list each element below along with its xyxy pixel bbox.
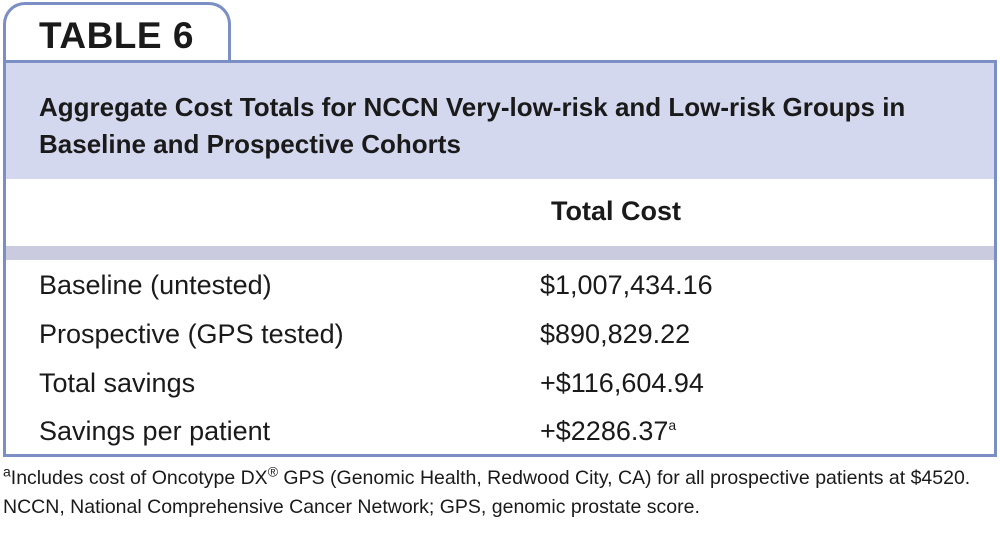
table-row: Savings per patient +$2286.37a	[6, 410, 994, 459]
table-label-tab: TABLE 6	[3, 2, 231, 64]
column-header-total-cost: Total Cost	[551, 196, 681, 226]
footnote-text: GPS (Genomic Health, Redwood City, CA) f…	[278, 467, 971, 489]
table-row: Baseline (untested) $1,007,434.16	[6, 264, 994, 313]
row-label: Baseline (untested)	[39, 270, 272, 300]
table-footnotes: aIncludes cost of Oncotype DX® GPS (Geno…	[3, 464, 997, 522]
table-frame: Aggregate Cost Totals for NCCN Very-low-…	[3, 60, 997, 457]
footnote-a: aIncludes cost of Oncotype DX® GPS (Geno…	[3, 464, 997, 493]
footnote-abbreviations: NCCN, National Comprehensive Cancer Netw…	[3, 496, 700, 518]
footnote-marker: a	[668, 417, 677, 433]
footnote-text: Includes cost of Oncotype DX	[10, 467, 268, 489]
table-label: TABLE 6	[39, 15, 194, 56]
table-row: Prospective (GPS tested) $890,829.22	[6, 313, 994, 362]
footnote-mark: a	[3, 463, 11, 480]
table-title-header: Aggregate Cost Totals for NCCN Very-low-…	[6, 63, 994, 179]
row-label: Total savings	[39, 368, 196, 398]
registered-mark: ®	[267, 463, 279, 480]
table-title: Aggregate Cost Totals for NCCN Very-low-…	[39, 92, 906, 159]
row-label: Prospective (GPS tested)	[39, 319, 344, 349]
row-value: $890,829.22	[540, 319, 691, 349]
row-value: +$116,604.94	[540, 368, 704, 398]
table-row: Total savings +$116,604.94	[6, 362, 994, 411]
row-value: +$2286.37a	[540, 416, 676, 447]
row-label: Savings per patient	[39, 416, 271, 446]
value-text: +$2286.37	[540, 416, 669, 446]
row-value: $1,007,434.16	[540, 270, 713, 300]
header-divider-band	[6, 246, 994, 260]
